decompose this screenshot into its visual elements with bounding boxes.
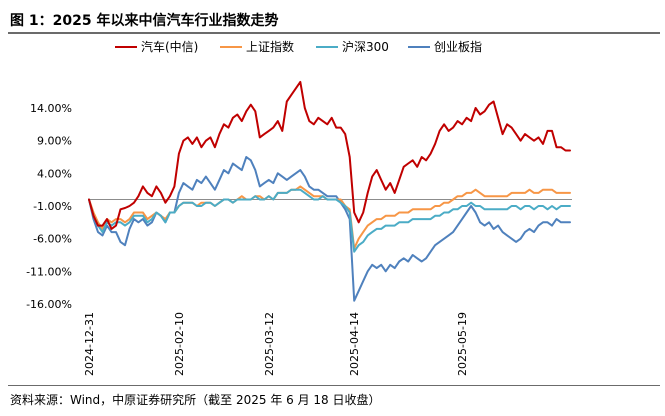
x-tick-label: 2024-12-31 — [83, 312, 96, 376]
source-rule — [8, 385, 660, 386]
y-tick-label: 9.00% — [37, 135, 72, 148]
y-tick-label: 14.00% — [30, 102, 72, 115]
plot-area — [88, 80, 572, 302]
y-tick-label: 4.00% — [37, 167, 72, 180]
source-note: 资料来源：Wind，中原证券研究所（截至 2025 年 6 月 18 日收盘） — [10, 393, 381, 407]
x-tick-label: 2025-02-10 — [173, 312, 186, 376]
y-tick-label: -16.00% — [26, 298, 72, 311]
title-rule — [8, 32, 660, 34]
series-line-3 — [88, 188, 571, 253]
legend-label-4: 创业板指 — [434, 39, 482, 54]
y-tick-label: -1.00% — [33, 200, 72, 213]
legend-label-3: 沪深300 — [342, 40, 389, 54]
figure-title: 图 1：2025 年以来中信汽车行业指数走势 — [10, 13, 279, 29]
x-tick-label: 2025-03-12 — [263, 312, 276, 376]
y-tick-label: -6.00% — [33, 233, 72, 246]
legend: 汽车(中信) 上证指数 沪深300 创业板指 — [115, 39, 482, 54]
x-tick-label: 2025-04-14 — [348, 312, 361, 376]
legend-label-2: 上证指数 — [246, 39, 294, 54]
y-axis: 14.00% 9.00% 4.00% -1.00% -6.00% -11.00% -16.0… — [26, 102, 72, 311]
y-tick-label: -11.00% — [26, 265, 72, 278]
series-line-1 — [88, 80, 571, 230]
x-axis: 2024-12-31 2025-02-10 2025-03-12 2025-04-14… — [83, 312, 469, 376]
series-line-4 — [88, 156, 571, 302]
x-tick-label: 2025-05-19 — [456, 312, 469, 376]
legend-label-1: 汽车(中信) — [141, 39, 198, 54]
